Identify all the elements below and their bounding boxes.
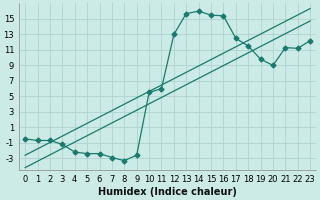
X-axis label: Humidex (Indice chaleur): Humidex (Indice chaleur) (98, 187, 237, 197)
